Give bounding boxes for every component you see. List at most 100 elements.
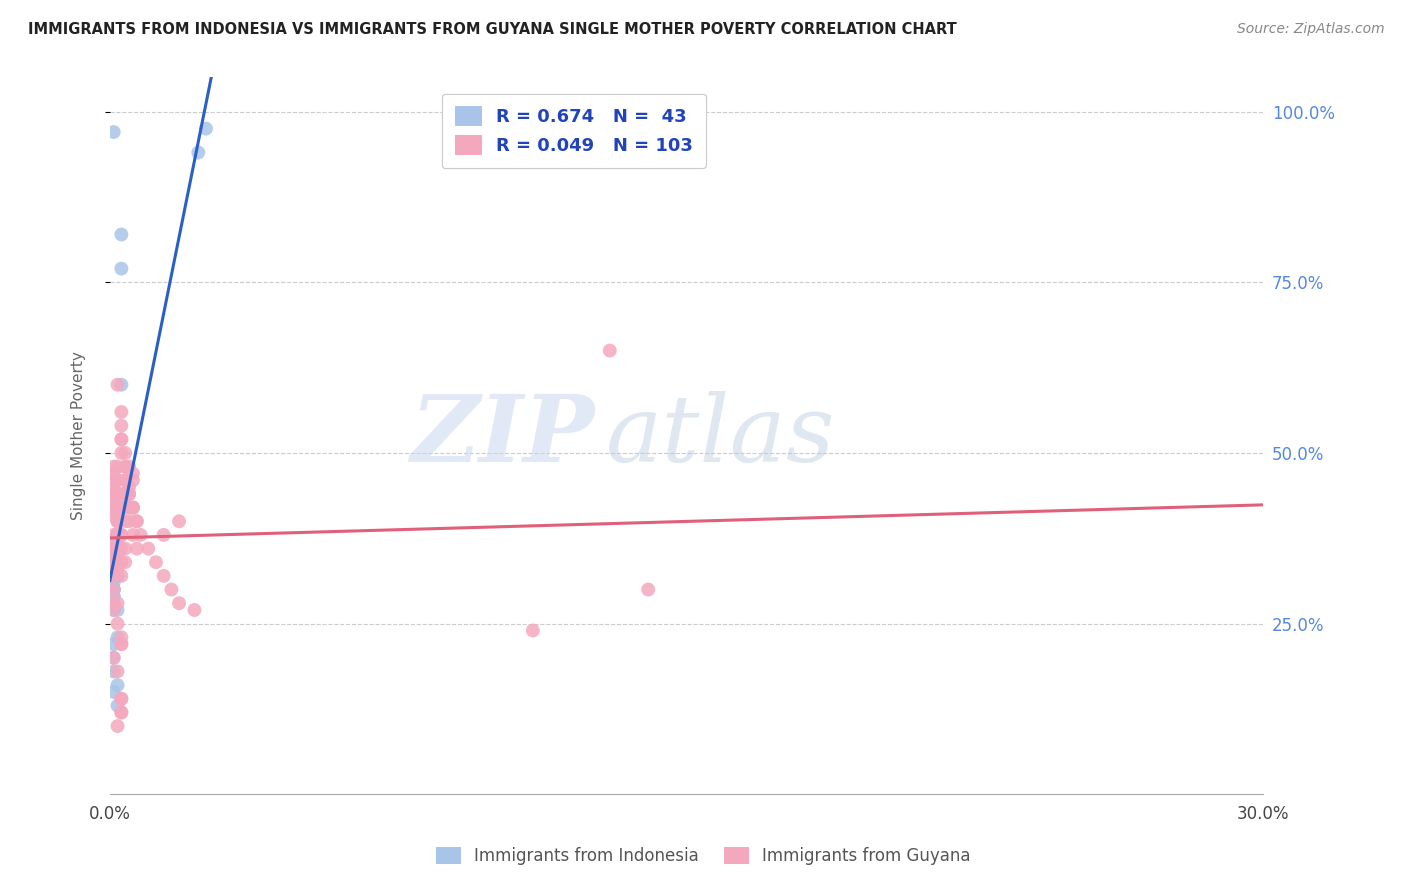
Point xyxy=(107,528,129,542)
Point xyxy=(107,541,129,556)
Point xyxy=(114,459,136,474)
Point xyxy=(187,145,209,160)
Point xyxy=(118,459,141,474)
Point xyxy=(107,528,129,542)
Point xyxy=(107,549,129,563)
Point xyxy=(103,555,125,569)
Point xyxy=(103,508,125,522)
Point xyxy=(129,528,152,542)
Point xyxy=(167,596,190,610)
Point xyxy=(107,630,129,644)
Point xyxy=(103,637,125,651)
Point xyxy=(103,541,125,556)
Point xyxy=(637,582,659,597)
Point xyxy=(152,569,174,583)
Point xyxy=(118,487,141,501)
Point xyxy=(110,706,132,720)
Point xyxy=(103,582,125,597)
Point xyxy=(110,706,132,720)
Point xyxy=(103,508,125,522)
Point xyxy=(103,555,125,569)
Point xyxy=(103,500,125,515)
Point xyxy=(103,541,125,556)
Point xyxy=(103,487,125,501)
Point xyxy=(103,534,125,549)
Point xyxy=(107,473,129,487)
Point xyxy=(107,678,129,692)
Point xyxy=(118,487,141,501)
Point xyxy=(103,541,125,556)
Point xyxy=(136,541,159,556)
Legend: R = 0.674   N =  43, R = 0.049   N = 103: R = 0.674 N = 43, R = 0.049 N = 103 xyxy=(441,94,706,168)
Point xyxy=(107,665,129,679)
Point xyxy=(122,500,145,515)
Point xyxy=(107,514,129,528)
Point xyxy=(107,719,129,733)
Point xyxy=(122,467,145,481)
Point xyxy=(107,596,129,610)
Point xyxy=(103,590,125,604)
Point xyxy=(107,555,129,569)
Point xyxy=(103,549,125,563)
Legend: Immigrants from Indonesia, Immigrants from Guyana: Immigrants from Indonesia, Immigrants fr… xyxy=(426,837,980,875)
Point xyxy=(110,691,132,706)
Point xyxy=(103,603,125,617)
Point xyxy=(107,459,129,474)
Point xyxy=(103,541,125,556)
Point xyxy=(110,500,132,515)
Point xyxy=(103,685,125,699)
Point xyxy=(107,377,129,392)
Point xyxy=(195,121,218,136)
Point xyxy=(122,500,145,515)
Point xyxy=(107,528,129,542)
Point xyxy=(110,418,132,433)
Point xyxy=(103,493,125,508)
Point xyxy=(103,590,125,604)
Point xyxy=(103,541,125,556)
Point xyxy=(107,569,129,583)
Point xyxy=(103,549,125,563)
Point xyxy=(110,541,132,556)
Point xyxy=(107,569,129,583)
Point xyxy=(125,514,148,528)
Point xyxy=(103,125,125,139)
Point xyxy=(110,630,132,644)
Point xyxy=(152,528,174,542)
Point xyxy=(110,528,132,542)
Point xyxy=(110,433,132,447)
Point xyxy=(107,528,129,542)
Point xyxy=(122,528,145,542)
Point xyxy=(103,603,125,617)
Point xyxy=(110,528,132,542)
Point xyxy=(103,596,125,610)
Point xyxy=(110,446,132,460)
Point xyxy=(114,514,136,528)
Point xyxy=(107,487,129,501)
Point xyxy=(118,480,141,494)
Point xyxy=(183,603,205,617)
Point xyxy=(103,582,125,597)
Point xyxy=(110,227,132,242)
Text: IMMIGRANTS FROM INDONESIA VS IMMIGRANTS FROM GUYANA SINGLE MOTHER POVERTY CORREL: IMMIGRANTS FROM INDONESIA VS IMMIGRANTS … xyxy=(28,22,957,37)
Point xyxy=(103,569,125,583)
Point xyxy=(103,582,125,597)
Point xyxy=(114,555,136,569)
Point xyxy=(103,549,125,563)
Point xyxy=(110,405,132,419)
Point xyxy=(110,569,132,583)
Point xyxy=(122,500,145,515)
Point xyxy=(103,480,125,494)
Point xyxy=(110,487,132,501)
Point xyxy=(103,541,125,556)
Point xyxy=(107,603,129,617)
Point xyxy=(107,555,129,569)
Point xyxy=(114,541,136,556)
Point xyxy=(107,562,129,576)
Point xyxy=(107,698,129,713)
Point xyxy=(103,562,125,576)
Text: ZIP: ZIP xyxy=(411,391,595,481)
Point xyxy=(103,487,125,501)
Point xyxy=(103,459,125,474)
Point xyxy=(114,473,136,487)
Point xyxy=(122,473,145,487)
